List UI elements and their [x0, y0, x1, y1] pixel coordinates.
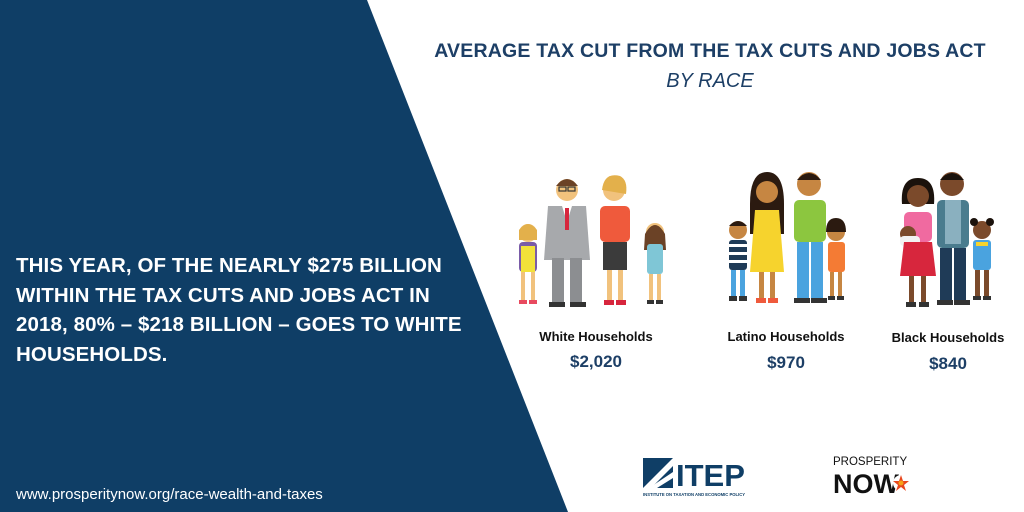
- black-family-icon: [900, 172, 994, 307]
- group-amount: $970: [767, 353, 805, 372]
- headline-claim: THIS YEAR, OF THE NEARLY $275 BILLION WI…: [16, 254, 462, 366]
- group-amount: $840: [929, 354, 967, 373]
- group-black-households: Black Households $840: [878, 330, 1018, 374]
- pn-line1: PROSPERITY: [833, 456, 907, 468]
- pn-burst-icon: [893, 475, 909, 491]
- group-latino-households: Latino Households $970: [716, 329, 856, 373]
- group-label: White Households: [539, 329, 653, 344]
- group-white-households: White Households $2,020: [526, 329, 666, 372]
- latino-family-icon: [729, 172, 846, 303]
- pn-line2: NOW: [833, 469, 900, 496]
- group-label: Black Households: [891, 330, 1005, 345]
- chart-title: AVERAGE TAX CUT FROM THE TAX CUTS AND JO…: [434, 40, 986, 62]
- itep-logo: ITEP INSTITUTE ON TAXATION AND ECONOMIC …: [643, 458, 745, 497]
- group-label: Latino Households: [727, 329, 845, 344]
- group-amount: $2,020: [570, 352, 622, 371]
- itep-wordmark: ITEP: [676, 458, 745, 493]
- itep-tagline: INSTITUTE ON TAXATION AND ECONOMIC POLIC…: [643, 492, 745, 497]
- source-url[interactable]: www.prosperitynow.org/race-wealth-and-ta…: [16, 486, 323, 503]
- chart-subtitle: BY RACE: [666, 70, 754, 92]
- prosperity-now-logo: PROSPERITY NOW: [833, 456, 909, 496]
- white-family-icon: [519, 175, 666, 307]
